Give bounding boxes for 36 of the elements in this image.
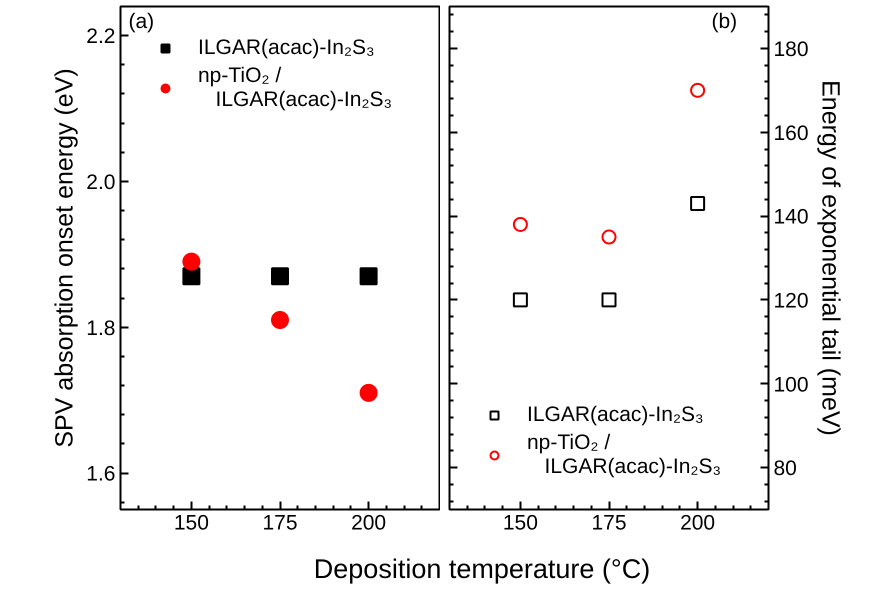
y-tick-label: 2.2 [86, 25, 116, 48]
x-tick-label: 175 [591, 512, 627, 534]
annotation: (b) [712, 10, 738, 33]
legend-label: np-TiO₂ / ILGAR(acac)-In₂S₃ [527, 431, 722, 479]
y-tick-label: 160 [774, 122, 809, 145]
point [602, 292, 616, 308]
x-tick-label: 200 [351, 512, 386, 534]
y-tick-label: 140 [774, 206, 809, 229]
y-tick-label: 1.6 [86, 462, 116, 486]
legend-label: ILGAR(acac)-In₂S₃ [198, 36, 375, 60]
x-tick-label: 200 [680, 512, 716, 534]
y-tick-label: 2.0 [86, 170, 116, 194]
y-tick-label: 1.8 [86, 316, 116, 340]
point [690, 196, 706, 212]
point [182, 252, 200, 271]
point [360, 267, 378, 286]
y-axis-title: SPV absorption onset energy (eV) [50, 68, 78, 448]
point [512, 292, 528, 308]
point [360, 384, 378, 402]
x-tick-label: 175 [262, 512, 298, 534]
y-tick-label: 80 [774, 457, 797, 480]
legend-label: np-TiO₂ / ILGAR(acac)-In₂S₃ [198, 64, 392, 112]
x-tick-label: 150 [502, 512, 538, 534]
legend-label: ILGAR(acac)-In₂S₃ [527, 403, 704, 427]
x-tick-label: 150 [174, 512, 209, 534]
point [271, 267, 289, 286]
y-tick-label: 120 [774, 289, 809, 312]
point [271, 310, 289, 329]
y-tick-label: 100 [774, 373, 809, 396]
annotation: (a) [128, 10, 154, 33]
point [602, 230, 616, 245]
point [512, 216, 528, 232]
y-tick-label: 180 [774, 38, 809, 61]
y-axis-title: Energy of exponential tail (meV) [816, 80, 845, 436]
x-axis-title: Deposition temperature (°C) [314, 553, 650, 586]
point [690, 82, 706, 98]
